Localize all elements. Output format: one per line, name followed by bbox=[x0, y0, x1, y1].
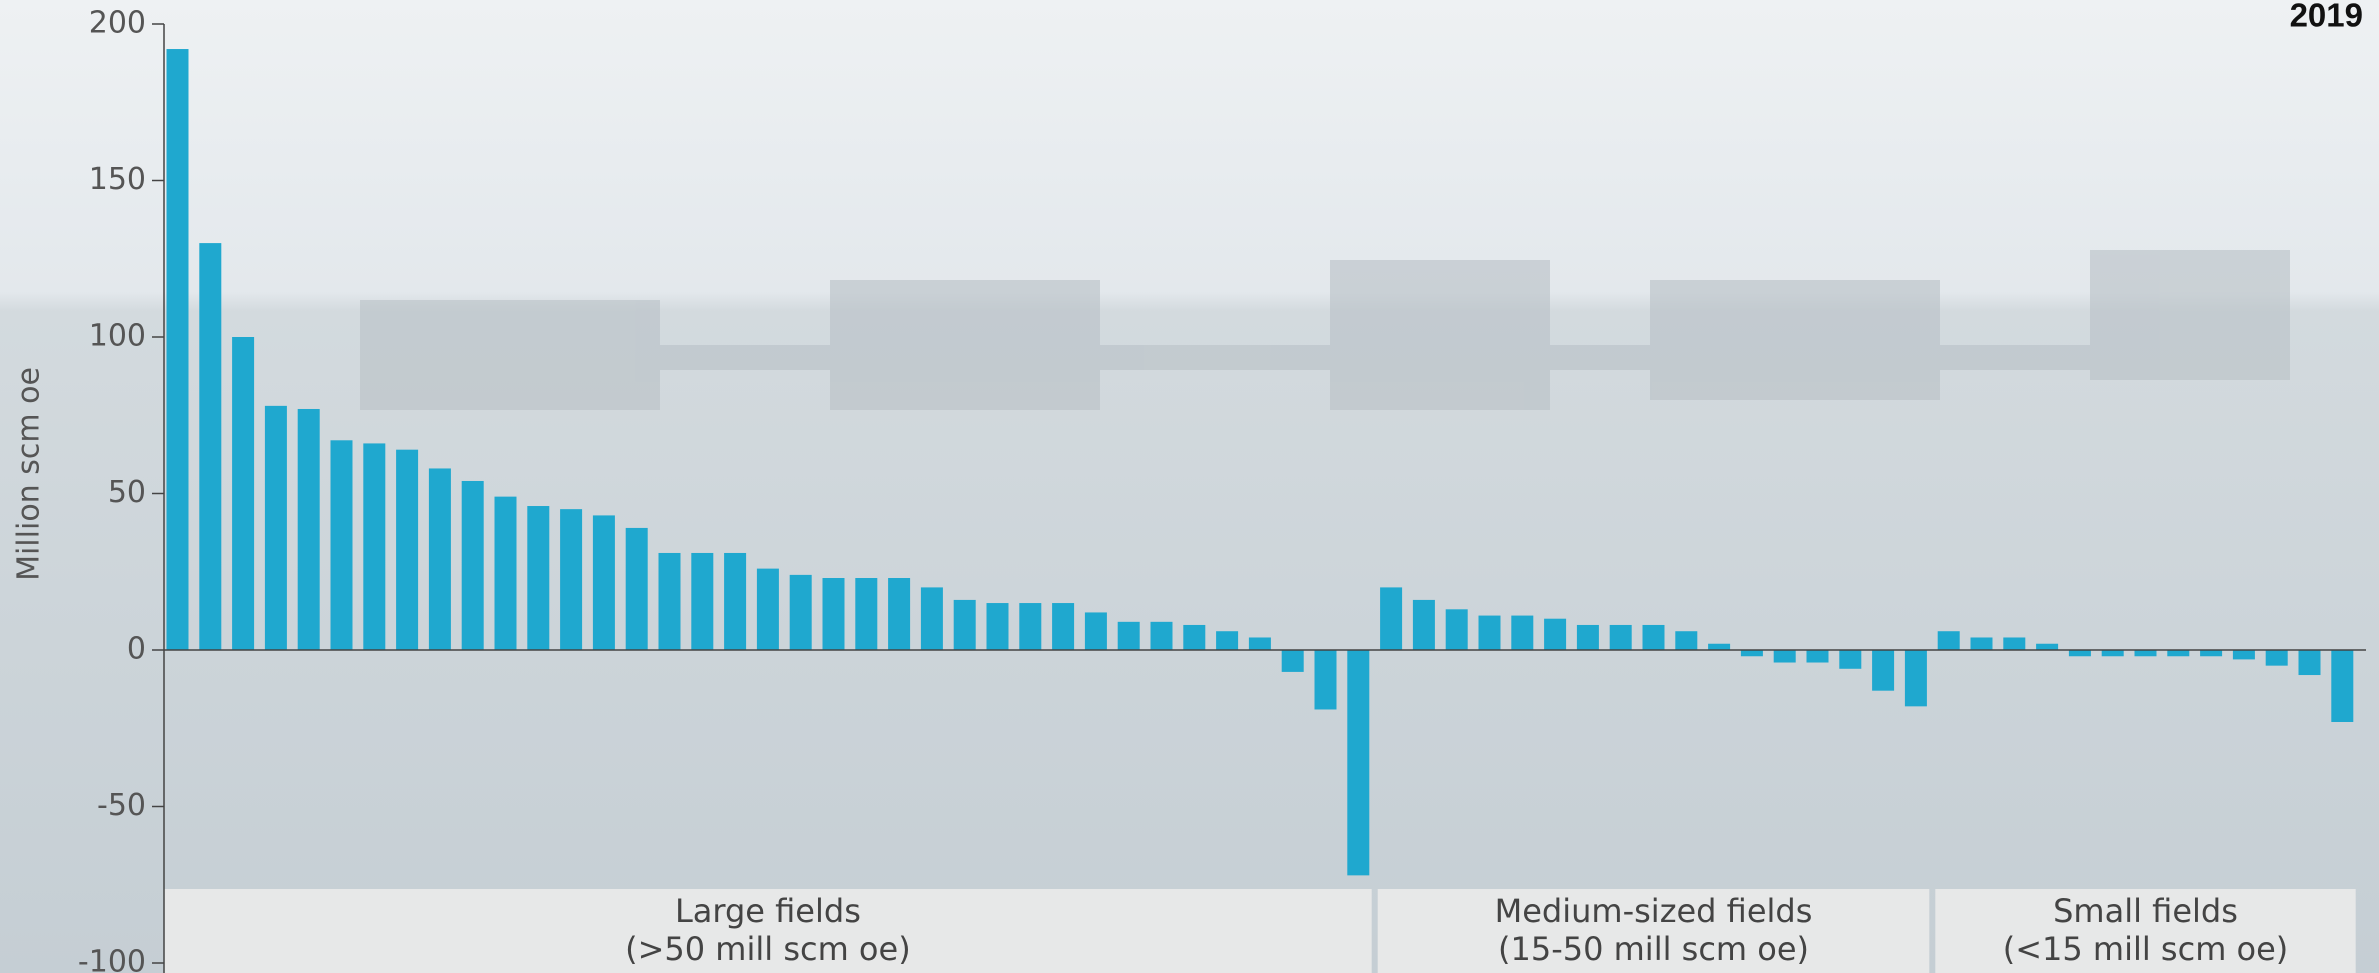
group-label: (>50 mill scm oe) bbox=[625, 930, 911, 968]
bar bbox=[1740, 650, 1763, 657]
group-label: Small fields bbox=[2053, 892, 2238, 930]
bar bbox=[1511, 615, 1534, 650]
bar bbox=[1019, 603, 1042, 650]
bar bbox=[1806, 650, 1829, 663]
bar bbox=[363, 443, 386, 650]
bar bbox=[756, 568, 779, 650]
bar bbox=[1248, 637, 1271, 650]
y-tick-label: 200 bbox=[89, 6, 146, 41]
bar bbox=[1150, 621, 1173, 650]
bar bbox=[1052, 603, 1075, 650]
bar bbox=[264, 405, 287, 650]
y-axis-label: Million scm oe bbox=[12, 367, 47, 581]
bar bbox=[2200, 650, 2223, 657]
group-box bbox=[1935, 889, 2356, 973]
bar bbox=[658, 552, 681, 650]
y-tick-label: 150 bbox=[89, 162, 146, 197]
bar bbox=[1216, 631, 1239, 650]
group-label: Medium-sized fields bbox=[1495, 892, 1813, 930]
bar bbox=[888, 578, 911, 650]
bar bbox=[2101, 650, 2124, 657]
bar bbox=[1576, 624, 1599, 650]
bar bbox=[2331, 650, 2354, 722]
bar bbox=[1117, 621, 1140, 650]
group-box bbox=[1377, 889, 1930, 973]
bar bbox=[986, 603, 1009, 650]
bar bbox=[953, 599, 976, 650]
bar bbox=[1084, 612, 1107, 650]
bar bbox=[1380, 587, 1403, 650]
bar bbox=[199, 243, 222, 650]
bar bbox=[920, 587, 943, 650]
bar bbox=[1937, 631, 1960, 650]
bar bbox=[166, 49, 189, 651]
group-label: Large fields bbox=[675, 892, 861, 930]
bar bbox=[428, 468, 451, 650]
bar bbox=[560, 509, 583, 650]
bar bbox=[297, 408, 320, 650]
bar bbox=[2298, 650, 2321, 676]
bar bbox=[2167, 650, 2190, 657]
bar bbox=[1675, 631, 1698, 650]
platform-silhouettes bbox=[360, 250, 2290, 410]
bar bbox=[789, 574, 812, 650]
y-tick-label: 0 bbox=[127, 632, 146, 667]
y-tick-label: 50 bbox=[108, 475, 146, 510]
bar bbox=[691, 552, 714, 650]
bar bbox=[1642, 624, 1665, 650]
y-tick-label: -50 bbox=[97, 788, 146, 823]
bar bbox=[527, 506, 550, 650]
bar bbox=[724, 552, 747, 650]
bar bbox=[461, 480, 484, 650]
bar bbox=[592, 515, 615, 650]
chart-title: 2019 bbox=[2290, 0, 2363, 34]
bar bbox=[396, 449, 419, 650]
bar bbox=[625, 527, 648, 650]
bar bbox=[855, 578, 878, 650]
bar bbox=[2265, 650, 2288, 666]
bar bbox=[1872, 650, 1895, 691]
bar bbox=[1544, 618, 1567, 650]
group-label: (<15 mill scm oe) bbox=[2003, 930, 2289, 968]
bar bbox=[822, 578, 845, 650]
bar bbox=[1183, 624, 1206, 650]
bar bbox=[2068, 650, 2091, 657]
bar bbox=[1708, 643, 1731, 650]
group-box bbox=[164, 889, 1372, 973]
bar bbox=[1314, 650, 1337, 710]
bar bbox=[494, 496, 517, 650]
bar bbox=[1281, 650, 1304, 672]
y-tick-label: 100 bbox=[89, 319, 146, 354]
bar bbox=[232, 337, 255, 650]
bar bbox=[1478, 615, 1501, 650]
bar bbox=[1904, 650, 1927, 707]
bar bbox=[2036, 643, 2059, 650]
bar bbox=[2003, 637, 2026, 650]
bar bbox=[2134, 650, 2157, 657]
bar bbox=[330, 440, 353, 650]
y-tick-label: -100 bbox=[78, 945, 146, 973]
bar bbox=[1970, 637, 1993, 650]
group-label: (15-50 mill scm oe) bbox=[1498, 930, 1809, 968]
bar bbox=[1609, 624, 1632, 650]
bar bbox=[1347, 650, 1370, 876]
bar bbox=[1412, 599, 1435, 650]
bar bbox=[1445, 609, 1468, 650]
bar bbox=[2232, 650, 2255, 660]
bar bbox=[1839, 650, 1862, 669]
bar bbox=[1773, 650, 1796, 663]
